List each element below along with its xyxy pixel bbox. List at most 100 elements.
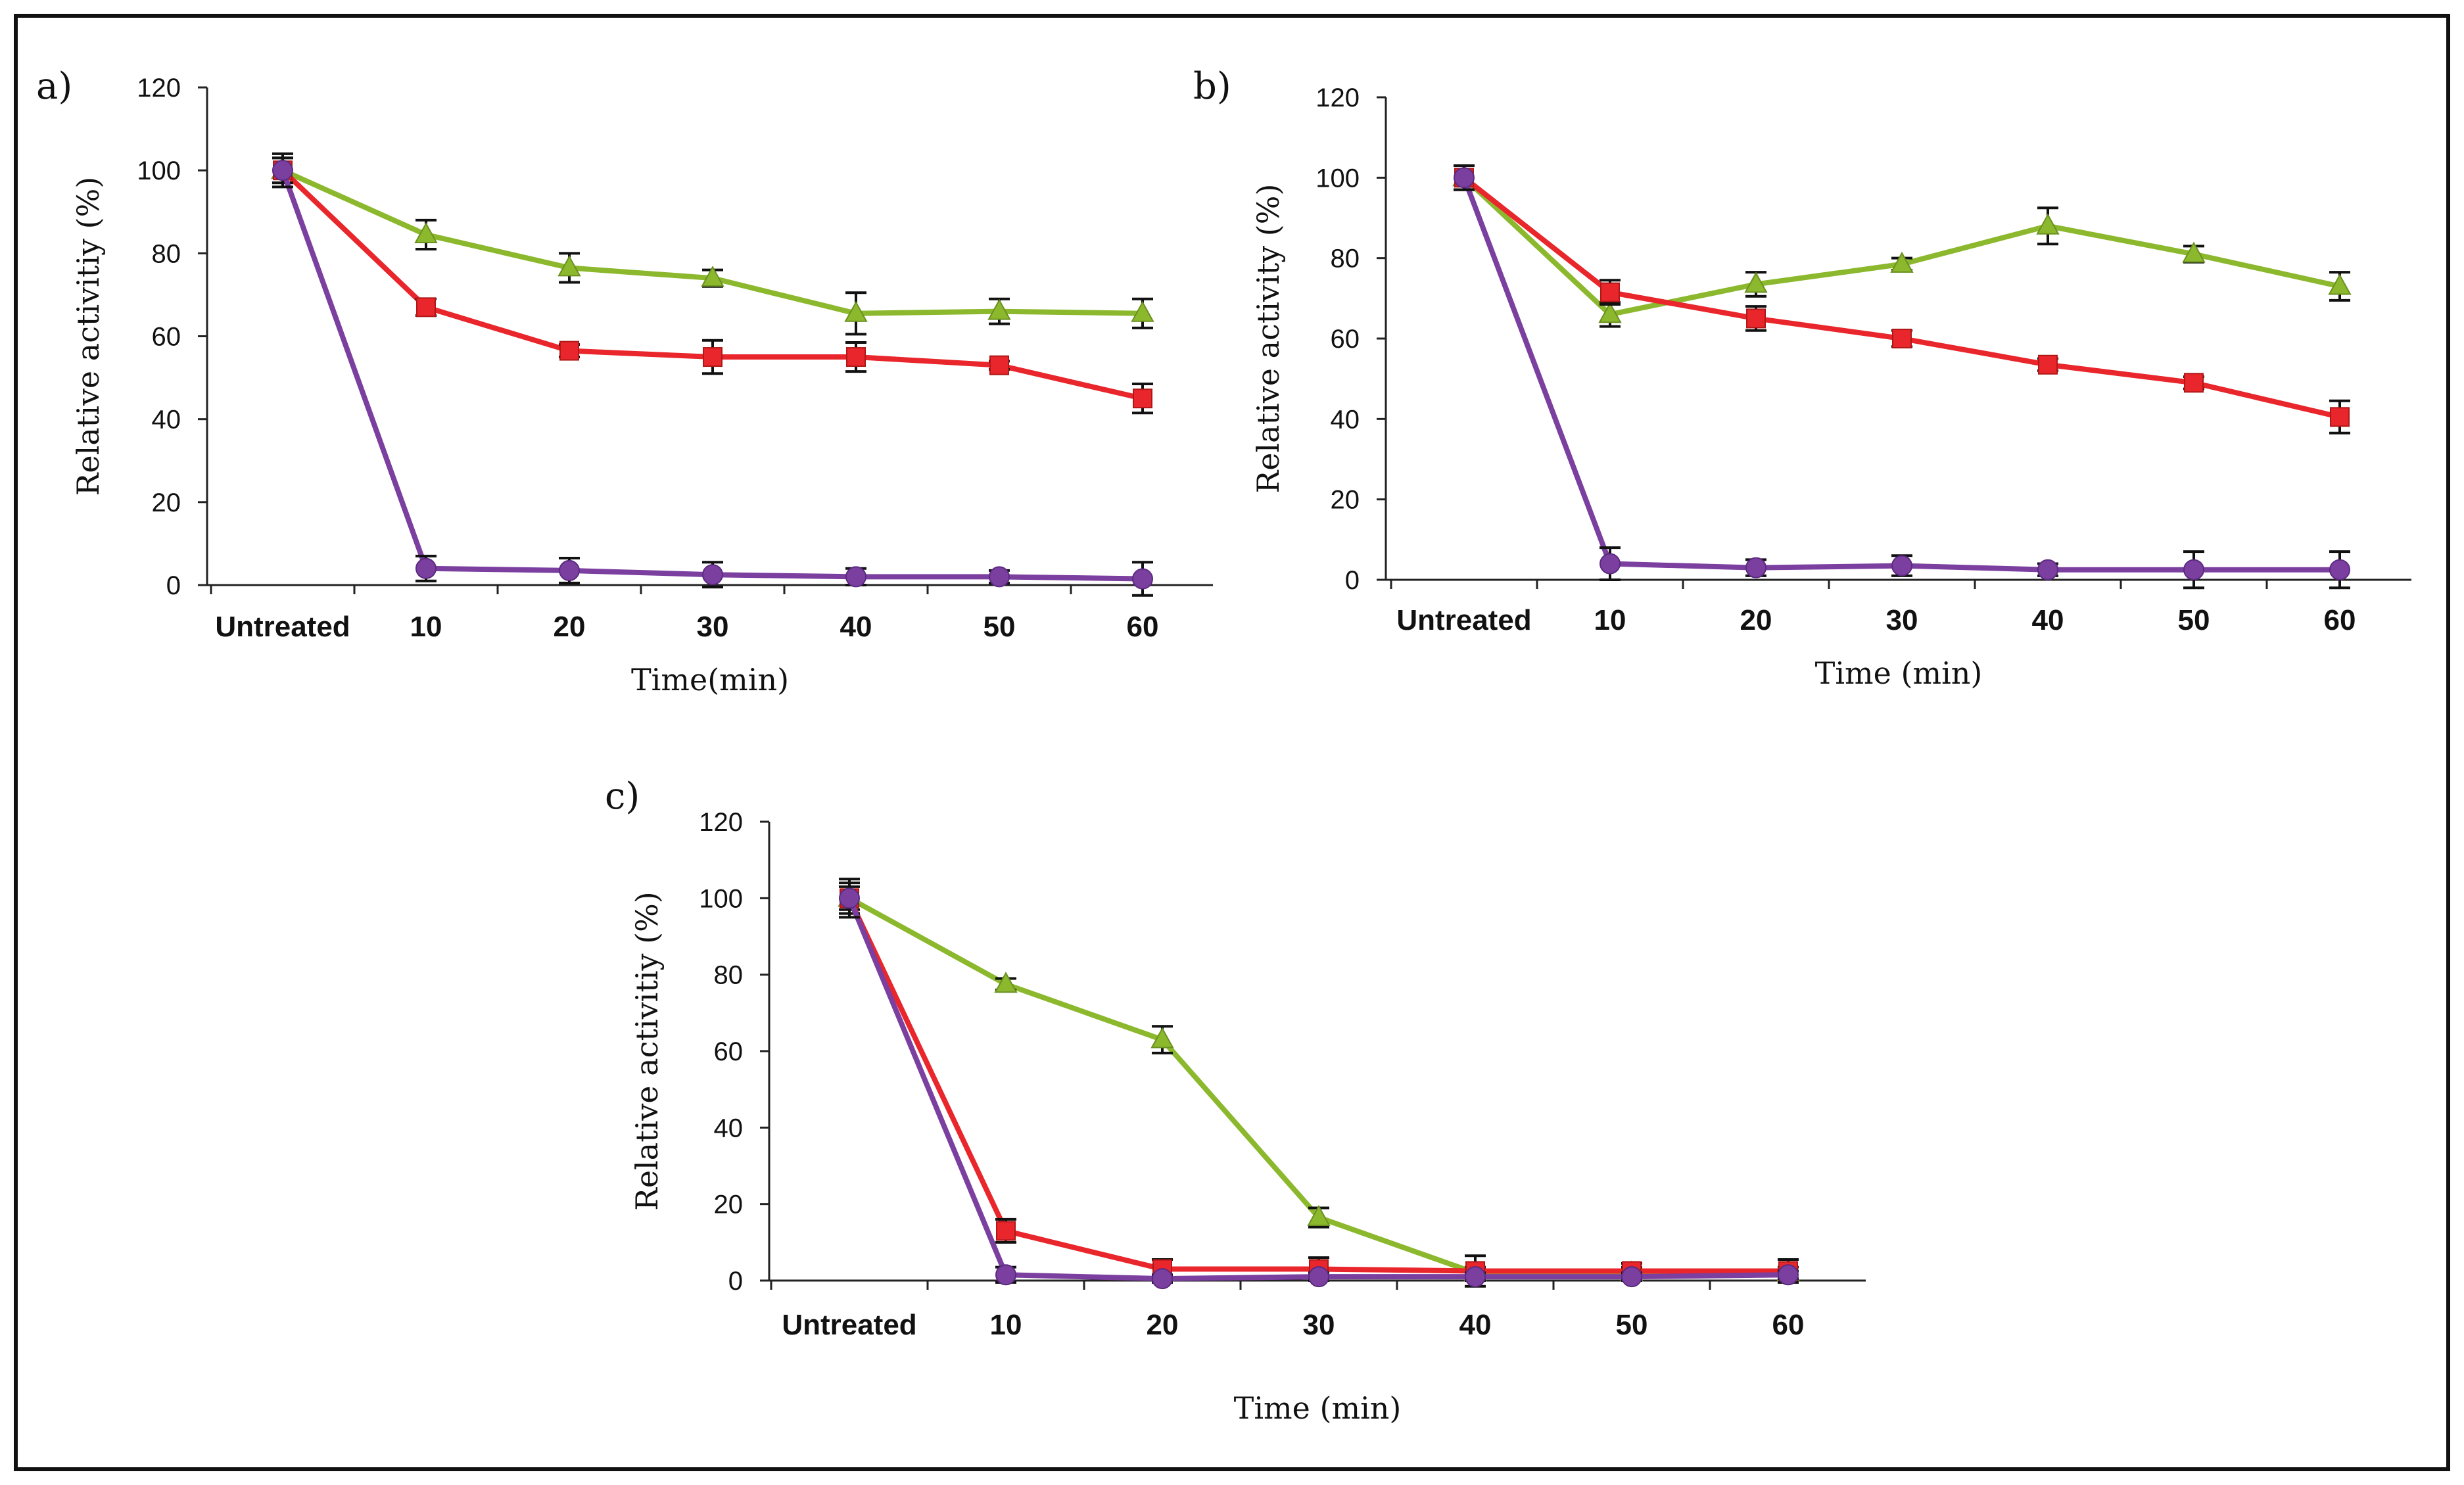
data-point-circle [415,557,437,579]
data-point-circle [2037,559,2058,580]
x-tick-label: 20 [1740,604,1772,636]
x-axis-title: Time (min) [1815,655,1983,691]
data-point-circle [1745,557,1766,578]
y-tick-label: 60 [714,1037,744,1066]
data-point-circle [1454,167,1475,189]
y-tick-label: 80 [152,239,181,268]
x-tick-label: 60 [2324,604,2356,636]
x-axis-title: Time (min) [1234,1390,1402,1426]
data-point-square [1892,329,1912,348]
data-point-square [1600,282,1620,302]
x-tick-label: 50 [2178,604,2210,636]
series-line [1462,176,2340,318]
data-point-circle [1891,555,1912,577]
y-tick-label: 0 [166,571,181,600]
panel-label: a) [36,65,72,108]
x-tick-label: 50 [983,611,1016,643]
x-tick-label: Untreated [1396,604,1531,636]
y-tick-label: 100 [1315,164,1360,193]
data-point-circle [1778,1264,1799,1286]
y-tick-label: 60 [1331,325,1360,354]
data-point-square [416,297,436,318]
x-tick-label: 20 [554,611,586,643]
x-tick-label: 10 [990,1309,1022,1341]
data-point-triangle [557,255,581,277]
data-point-square [996,1221,1016,1241]
x-axis-title: Time(min) [631,662,789,697]
data-point-triangle [2036,213,2060,235]
y-tick-label: 120 [137,74,181,103]
data-point-triangle [2182,241,2206,263]
data-point-square [1746,308,1766,329]
data-point-circle [845,566,866,588]
data-point-square [2330,407,2350,427]
x-tick-label: 10 [1594,604,1626,636]
figure-frame [14,14,2450,1471]
data-point-triangle [1150,1027,1174,1049]
x-tick-label: 40 [840,611,872,643]
y-tick-label: 120 [1315,83,1360,112]
data-point-square [1133,389,1152,409]
data-point-triangle [1131,300,1154,322]
y-tick-label: 0 [728,1267,743,1296]
series-line [1461,176,2340,573]
series-green-triangle [271,156,1154,336]
y-tick-label: 40 [152,406,181,435]
data-point-circle [1599,553,1621,575]
chart-panel-2: b) 0 20 40 60 80 100 120 Untreated 10 20 30 40 50 60 Ti… [1193,65,2411,691]
chart-panel-1: a) 0 20 40 60 80 100 120 Untreated 10 20 30 40 50 60 Ti… [36,65,1213,697]
y-tick-label: 20 [1331,486,1360,515]
x-tick-label: 30 [1303,1309,1335,1341]
x-tick-label: Untreated [215,611,350,643]
x-tick-label: 40 [1459,1309,1492,1341]
series-red-square [1454,164,2350,435]
y-tick-label: 60 [152,323,181,352]
y-axis-title: Relative activitiy (%) [70,177,106,496]
panel-label: c) [605,775,640,818]
data-point-triangle [1307,1204,1331,1227]
y-axis-title: Relative activitiy (%) [629,891,665,1211]
data-point-circle [1621,1266,1642,1288]
series-purple-circle [1454,164,2350,590]
y-tick-label: 120 [699,808,743,837]
y-tick-label: 20 [152,488,181,517]
y-tick-label: 40 [714,1114,744,1143]
data-point-triangle [844,300,868,322]
data-point-square [703,347,723,367]
y-tick-label: 20 [714,1190,744,1219]
y-tick-label: 80 [714,961,744,990]
x-tick-label: 60 [1127,611,1159,643]
y-tick-label: 40 [1331,405,1360,434]
data-point-triangle [1598,302,1622,323]
data-point-square [989,355,1009,375]
x-tick-label: 50 [1616,1309,1648,1341]
data-point-circle [702,564,723,586]
panel-label: b) [1193,65,1231,108]
data-point-circle [1465,1266,1486,1288]
y-tick-label: 100 [699,884,743,913]
y-axis-title: Relative activity (%) [1250,184,1286,494]
data-point-circle [839,887,860,909]
data-point-square [559,341,579,361]
data-point-triangle [414,222,438,243]
data-point-square [2038,354,2058,375]
data-point-circle [1308,1266,1329,1288]
data-point-square [2184,373,2204,393]
data-point-circle [1152,1268,1173,1290]
data-point-triangle [2328,273,2352,295]
series-purple-circle [272,152,1153,597]
x-tick-label: 30 [697,611,729,643]
x-tick-label: Untreated [782,1309,916,1341]
data-point-circle [989,566,1010,588]
data-point-triangle [987,298,1011,320]
data-point-triangle [994,972,1018,993]
x-tick-label: 20 [1147,1309,1179,1341]
data-point-circle [2329,559,2350,580]
y-tick-label: 100 [137,156,181,185]
data-point-circle [995,1264,1016,1286]
data-point-triangle [1744,271,1768,293]
y-tick-label: 0 [1345,566,1360,595]
x-tick-label: 30 [1886,604,1918,636]
data-point-circle [559,559,580,581]
